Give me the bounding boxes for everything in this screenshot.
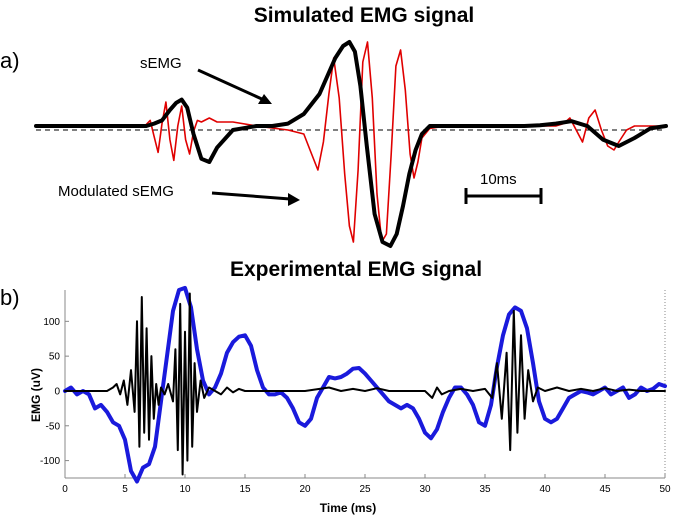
x-tick-label: 20 (299, 484, 311, 495)
x-tick-label: 40 (539, 484, 551, 495)
semg-arrow (197, 68, 265, 102)
modulated-semg-arrowhead (288, 193, 300, 206)
modulated-semg-annotation: Modulated sEMG (58, 183, 174, 200)
x-tick-label: 35 (479, 484, 491, 495)
x-tick-label: 5 (122, 484, 128, 495)
scale-bar: 10ms (464, 171, 543, 204)
panel-a-series-1-line (34, 40, 668, 248)
x-axis-label: Time (ms) (320, 501, 376, 515)
panel-b-series-1-line (63, 285, 667, 484)
y-tick-label: 100 (43, 317, 60, 328)
y-tick-label: -50 (46, 421, 61, 432)
y-axis-label: EMG (uV) (29, 368, 43, 422)
x-tick-label: 15 (239, 484, 251, 495)
panel-a-title: Simulated EMG signal (254, 4, 475, 27)
panel-a-series-2-line (35, 41, 667, 243)
x-tick-label: 25 (359, 484, 371, 495)
panel-b-series (63, 285, 667, 484)
panel-b: Experimental EMG signal b) 0 5 10 15 20 25 30 3… (0, 258, 671, 515)
panel-b-label: b) (0, 285, 20, 310)
panel-a-series (34, 40, 668, 248)
panel-b-title: Experimental EMG signal (230, 258, 482, 281)
x-tick-label: 50 (659, 484, 671, 495)
y-tick-label: -100 (40, 456, 60, 467)
y-tick-label: 50 (49, 352, 61, 363)
panel-b-series-2-line (64, 292, 666, 476)
panel-a-label: a) (0, 48, 20, 73)
x-tick-label: 10 (179, 484, 191, 495)
x-tick-label: 0 (62, 484, 68, 495)
x-tick-label: 30 (419, 484, 431, 495)
semg-arrowhead (258, 94, 272, 104)
y-tick-label: 0 (54, 386, 60, 397)
modulated-semg-arrow (211, 191, 291, 201)
x-tick-label: 45 (599, 484, 611, 495)
semg-annotation: sEMG (140, 55, 182, 72)
panel-a: Simulated EMG signal a) sEMG Modulated s… (0, 4, 668, 248)
panel-b-axes: 0 5 10 15 20 25 30 35 40 45 50 100 50 0 -50 -100 (40, 290, 671, 495)
scale-bar-label: 10ms (480, 171, 517, 188)
